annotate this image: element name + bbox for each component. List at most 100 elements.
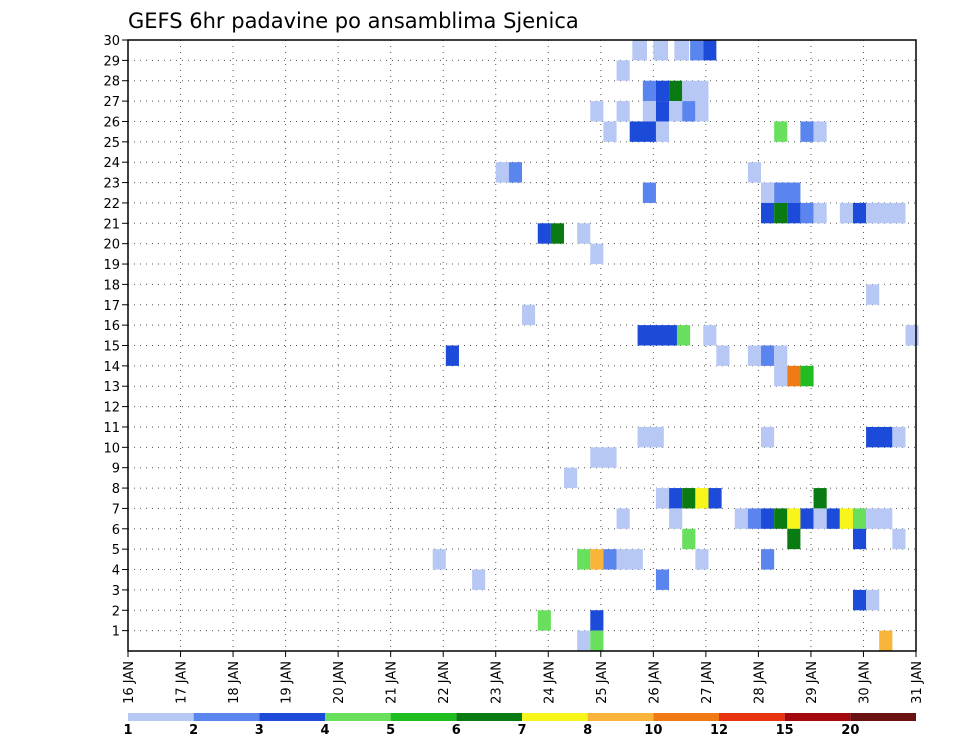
colorbar-label: 3 — [255, 723, 264, 738]
precip-cell — [669, 80, 683, 102]
x-tick-label: 27 JAN — [700, 661, 715, 704]
x-tick-label: 29 JAN — [805, 661, 820, 704]
precip-cell — [577, 223, 591, 244]
x-tick-label: 17 JAN — [175, 661, 190, 704]
precip-cell — [800, 365, 814, 387]
y-tick-label: 10 — [103, 441, 120, 456]
precip-cell — [761, 182, 775, 203]
precip-cell — [676, 325, 691, 346]
y-axis: 1234567891011121314151617181920212223242… — [103, 34, 128, 640]
colorbar-label: 2 — [189, 723, 198, 738]
colorbar-label: 10 — [644, 723, 662, 738]
colorbar-label: 8 — [583, 723, 592, 738]
precip-cell — [653, 40, 669, 61]
precip-cell — [508, 162, 522, 183]
precip-cell — [637, 426, 664, 448]
x-tick-label: 24 JAN — [542, 661, 557, 704]
colorbar-label: 1 — [123, 723, 132, 738]
y-tick-label: 25 — [103, 136, 120, 151]
precip-cell — [590, 610, 604, 631]
precip-cell — [800, 508, 814, 529]
precip-cell — [774, 121, 788, 142]
colorbar-label: 6 — [452, 723, 461, 738]
precip-cell — [674, 40, 690, 61]
y-tick-label: 29 — [103, 54, 120, 69]
colorbar-segment — [719, 713, 785, 721]
precip-cell — [537, 223, 551, 244]
y-tick-label: 26 — [103, 115, 120, 130]
x-tick-label: 25 JAN — [595, 661, 610, 704]
y-tick-label: 30 — [103, 34, 120, 49]
y-tick-label: 2 — [112, 604, 120, 619]
precip-cell — [813, 202, 827, 224]
x-tick-label: 22 JAN — [437, 661, 452, 704]
colorbar-segment — [259, 713, 325, 721]
y-tick-label: 8 — [112, 482, 120, 497]
y-tick-label: 5 — [112, 543, 120, 558]
x-tick-label: 30 JAN — [857, 661, 872, 704]
precip-cell — [642, 182, 656, 203]
colorbar-label: 5 — [386, 723, 395, 738]
precip-cell — [866, 426, 893, 448]
precip-cell — [432, 549, 446, 570]
precip-cell — [866, 589, 880, 611]
colorbar-label: 15 — [776, 723, 794, 738]
chart-title: GEFS 6hr padavine po ansamblima Sjenica — [128, 9, 579, 33]
colorbar-segment — [128, 713, 194, 721]
colorbar-segment — [850, 713, 916, 721]
precip-cell — [852, 528, 867, 550]
precip-cell — [734, 508, 748, 529]
y-tick-label: 16 — [103, 319, 120, 334]
y-tick-label: 13 — [103, 380, 120, 395]
precip-cell — [577, 630, 591, 651]
precip-cell — [813, 121, 827, 142]
precip-cell — [761, 202, 775, 224]
y-tick-label: 4 — [112, 564, 120, 579]
precip-cell — [550, 223, 565, 244]
precip-cell — [866, 508, 893, 529]
y-tick-label: 3 — [112, 584, 120, 599]
precip-cell — [708, 488, 722, 509]
x-axis: 16 JAN 17 JAN 18 JAN 19 JAN 20 JAN 21 JAN 22 J… — [122, 651, 925, 704]
x-tick-label: 23 JAN — [490, 661, 505, 704]
precip-cell — [590, 101, 604, 122]
precip-cell — [637, 325, 677, 346]
precip-cell — [682, 101, 696, 122]
x-tick-label: 19 JAN — [280, 661, 295, 704]
precip-cell — [774, 182, 801, 203]
precip-cell — [852, 589, 867, 611]
precip-cell — [839, 202, 853, 224]
precip-cell — [761, 426, 775, 448]
precip-cell — [813, 508, 827, 529]
precip-cell — [695, 549, 709, 570]
y-tick-label: 6 — [112, 523, 120, 538]
y-tick-label: 23 — [103, 177, 120, 192]
y-tick-label: 7 — [112, 502, 120, 517]
colorbar-label: 7 — [517, 723, 526, 738]
x-tick-label: 26 JAN — [647, 661, 662, 704]
precip-cell — [800, 202, 814, 224]
precip-cell — [642, 101, 656, 122]
precip-cell — [703, 40, 717, 61]
x-tick-label: 28 JAN — [752, 661, 767, 704]
colorbar-label: 20 — [841, 723, 859, 738]
colorbar-segment — [325, 713, 391, 721]
precip-cell — [655, 80, 670, 102]
precip-cell — [669, 508, 683, 529]
precip-cell — [682, 528, 696, 550]
precip-cell — [655, 569, 670, 590]
y-tick-label: 27 — [103, 95, 120, 110]
colorbar-segment — [522, 713, 588, 721]
x-tick-label: 20 JAN — [332, 661, 347, 704]
precip-cell — [892, 528, 906, 550]
precip-cell — [495, 162, 509, 183]
precip-cell — [716, 345, 730, 366]
colorbar-label: 12 — [710, 723, 728, 738]
precip-cell — [774, 345, 788, 366]
precip-cell — [690, 40, 704, 61]
precip-cell — [682, 488, 696, 509]
precip-cell — [669, 101, 683, 122]
precip-cell — [590, 549, 604, 570]
y-tick-label: 20 — [103, 238, 120, 253]
